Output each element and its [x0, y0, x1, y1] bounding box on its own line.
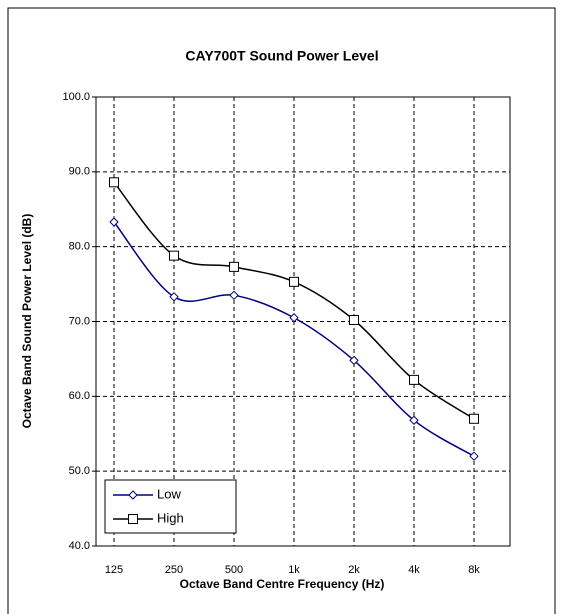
marker: [289, 313, 299, 323]
y-tick-label: 90.0: [69, 166, 90, 178]
legend-marker: [128, 490, 138, 500]
marker: [109, 177, 119, 188]
marker: [349, 315, 359, 326]
marker: [109, 217, 119, 227]
y-tick-label: 50.0: [69, 465, 90, 477]
marker: [469, 413, 479, 424]
y-tick-label: 100.0: [62, 91, 90, 103]
legend-marker: [128, 514, 138, 524]
x-tick-label: 4k: [408, 564, 420, 576]
y-tick-label: 60.0: [69, 390, 90, 402]
marker: [169, 292, 179, 302]
y-tick-label: 40.0: [69, 540, 90, 552]
y-tick-label: 70.0: [69, 315, 90, 327]
marker: [409, 374, 419, 385]
x-tick-label: 2k: [348, 564, 360, 576]
marker: [289, 276, 299, 287]
x-tick-label: 1k: [288, 564, 300, 576]
x-tick-label: 125: [105, 564, 123, 576]
marker: [409, 415, 419, 425]
x-tick-label: 8k: [468, 564, 480, 576]
legend-label: High: [157, 510, 184, 525]
x-tick-label: 250: [165, 564, 183, 576]
y-axis-label: Octave Band Sound Power Level (dB): [20, 214, 34, 429]
chart-title: CAY700T Sound Power Level: [185, 48, 378, 64]
legend-box: [104, 479, 237, 534]
x-tick-label: 500: [225, 564, 243, 576]
x-axis-label: Octave Band Centre Frequency (Hz): [180, 577, 385, 591]
marker: [469, 451, 479, 461]
y-tick-label: 80.0: [69, 241, 90, 253]
marker: [169, 250, 179, 261]
marker: [229, 290, 239, 301]
marker: [229, 261, 239, 272]
plot-border: [95, 96, 511, 547]
marker: [349, 355, 359, 366]
legend-label: Low: [157, 486, 181, 501]
